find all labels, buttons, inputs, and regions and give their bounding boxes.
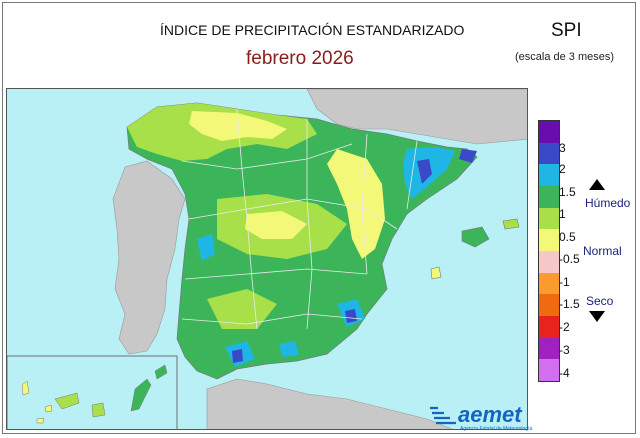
legend-swatch [539, 294, 559, 317]
legend-tick-neg0-5: -0.5 [559, 252, 580, 266]
aemet-logo-text: aemet [458, 402, 522, 427]
legend-swatch [539, 164, 559, 187]
catalonia-verywet [417, 159, 432, 184]
map-period: febrero 2026 [246, 48, 354, 69]
southwest-verywet [232, 349, 243, 363]
legend-swatch [539, 186, 559, 209]
legend-tick-1: 1 [559, 207, 566, 221]
canary-grancanaria [91, 402, 106, 418]
map-title: ÍNDICE DE PRECIPITACIÓN ESTANDARIZADO [160, 22, 465, 38]
canary-tenerife [54, 392, 80, 410]
aemet-logo-agency: Agencia Estatal de Meteorología [460, 426, 533, 432]
legend-category-wet: Húmedo [585, 196, 631, 210]
canary-fuerteventura [130, 378, 152, 412]
province-lines [181, 108, 418, 330]
legend-tick-neg4: -4 [559, 366, 570, 380]
legend-tick-neg2: -2 [559, 320, 570, 334]
spi-map-svg [7, 89, 527, 429]
central-yellow [245, 211, 307, 239]
index-scale-note: (escala de 3 meses) [515, 51, 615, 63]
legend-swatch [539, 142, 559, 165]
legend-tick-3: 3 [559, 141, 566, 155]
north-yellow [189, 111, 287, 141]
canary-lapalma [21, 380, 30, 396]
aemet-logo-icon [430, 406, 456, 425]
legend-swatch [539, 251, 559, 274]
gibraltar-wet [279, 341, 299, 357]
south-lightgreen [207, 289, 277, 329]
canary-hierro [36, 417, 45, 424]
wet-up-triangle-icon [589, 179, 605, 190]
mallorca [461, 226, 490, 248]
canary-lanzarote [154, 364, 168, 380]
legend-swatch [539, 337, 559, 360]
ibiza [430, 266, 442, 280]
legend-swatch [539, 316, 559, 339]
legend-tick-neg1-5: -1.5 [559, 297, 580, 311]
legend-tick-0-5: 0.5 [559, 230, 576, 244]
spi-map [6, 88, 528, 430]
legend-swatch [539, 229, 559, 252]
legend-swatch [539, 359, 559, 382]
west-wet [197, 234, 215, 261]
legend-category-normal: Normal [583, 244, 622, 258]
south-verywet [345, 309, 357, 323]
northeast-wet [459, 149, 477, 163]
legend-tick-neg1: -1 [559, 275, 570, 289]
morocco-land [206, 378, 453, 429]
legend-tick-2: 2 [559, 162, 566, 176]
ebro-yellow [327, 149, 385, 259]
france-land [306, 89, 527, 145]
legend-swatch [539, 121, 559, 144]
canary-inset [7, 355, 178, 429]
menorca [502, 218, 520, 230]
legend-swatch [539, 207, 559, 230]
portugal-land [112, 160, 186, 355]
legend-swatch [539, 272, 559, 295]
legend-colorbar [538, 120, 560, 382]
legend-tick-1-5: 1.5 [559, 185, 576, 199]
canary-gomera [44, 404, 53, 413]
index-name: SPI [551, 20, 582, 41]
dry-down-triangle-icon [589, 311, 605, 322]
legend-category-dry: Seco [586, 294, 614, 308]
legend-tick-neg3: -3 [559, 343, 570, 357]
